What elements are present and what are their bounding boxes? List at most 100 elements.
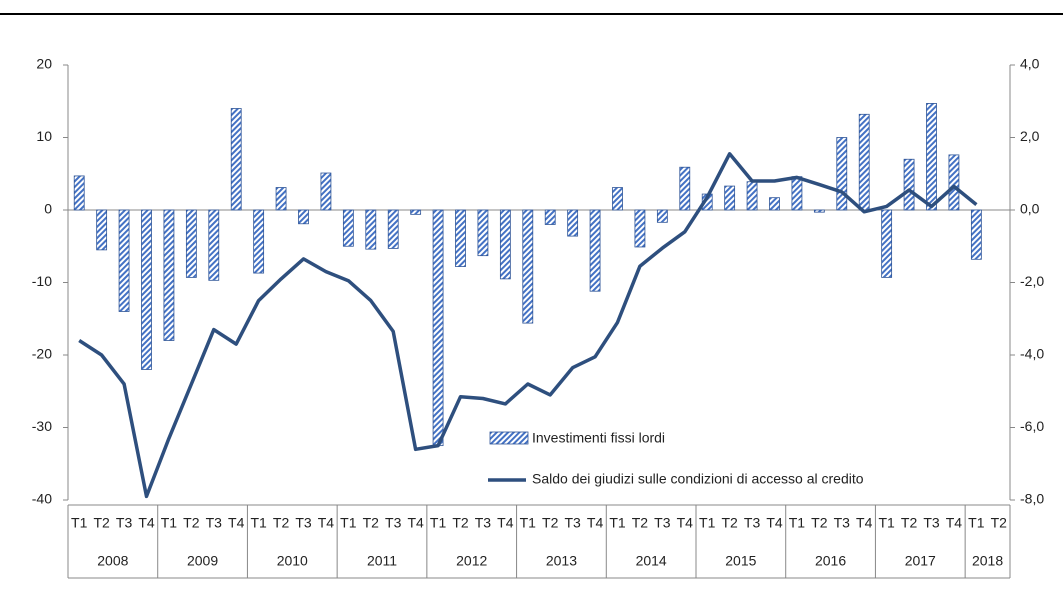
- x-tick-label: T4: [318, 515, 335, 531]
- bar: [499, 209, 511, 280]
- bar: [185, 209, 197, 278]
- bar: [656, 209, 668, 223]
- x-tick-label: T4: [407, 515, 424, 531]
- x-tick-label: T2: [273, 515, 290, 531]
- x-tick-label: T4: [766, 515, 783, 531]
- y2-tick-label: 4,0: [1020, 56, 1040, 72]
- bar: [298, 209, 309, 225]
- bar: [746, 181, 758, 211]
- x-tick-label: T3: [295, 515, 312, 531]
- bar: [118, 209, 130, 312]
- y-tick-label: -30: [32, 418, 52, 434]
- bar: [432, 209, 444, 447]
- x-tick-label: T2: [93, 515, 110, 531]
- bar: [163, 209, 175, 341]
- x-tick-label: T4: [138, 515, 155, 531]
- bar: [365, 209, 377, 250]
- legend-swatch: [489, 431, 529, 445]
- bar: [634, 209, 646, 248]
- y-tick-label: -40: [32, 491, 52, 507]
- x-tick-label: T1: [699, 515, 716, 531]
- x-tick-label: T3: [834, 515, 851, 531]
- x-tick-label: T4: [497, 515, 514, 531]
- bar: [275, 187, 287, 211]
- bar: [791, 176, 803, 211]
- bar: [836, 137, 848, 211]
- legend-box: [482, 420, 992, 498]
- year-label: 2017: [905, 553, 936, 569]
- legend-label: Saldo dei giudizi sulle condizioni di ac…: [532, 471, 864, 487]
- year-label: 2010: [277, 553, 308, 569]
- x-tick-label: T1: [968, 515, 985, 531]
- x-tick-label: T1: [609, 515, 626, 531]
- bar: [903, 158, 915, 211]
- legend-label: Investimenti fissi lordi: [532, 430, 665, 446]
- y2-tick-label: -4,0: [1020, 346, 1044, 362]
- bar: [477, 209, 489, 257]
- bar: [96, 209, 108, 251]
- x-tick-label: T1: [161, 515, 178, 531]
- bar: [320, 172, 332, 211]
- year-label: 2012: [456, 553, 487, 569]
- x-tick-label: T1: [71, 515, 88, 531]
- x-tick-label: T3: [744, 515, 761, 531]
- bar: [970, 209, 982, 260]
- x-tick-label: T3: [206, 515, 223, 531]
- x-tick-label: T3: [564, 515, 581, 531]
- x-tick-label: T3: [654, 515, 671, 531]
- bar: [926, 103, 937, 211]
- bar: [230, 108, 242, 211]
- bar: [73, 175, 85, 211]
- year-label: 2013: [546, 553, 577, 569]
- x-tick-label: T1: [789, 515, 806, 531]
- bar: [141, 209, 152, 370]
- x-tick-label: T4: [946, 515, 963, 531]
- x-tick-label: T2: [901, 515, 918, 531]
- bar: [724, 185, 736, 211]
- y2-tick-label: 0,0: [1020, 201, 1040, 217]
- bar: [522, 209, 534, 324]
- x-tick-label: T1: [878, 515, 895, 531]
- y2-tick-label: -6,0: [1020, 418, 1044, 434]
- y-tick-label: -10: [32, 273, 52, 289]
- x-tick-label: T1: [520, 515, 537, 531]
- x-tick-label: T4: [856, 515, 873, 531]
- bar: [208, 209, 220, 281]
- bar: [253, 209, 265, 274]
- bar: [881, 209, 893, 278]
- x-tick-label: T4: [677, 515, 694, 531]
- x-tick-label: T2: [542, 515, 559, 531]
- bar: [612, 187, 623, 211]
- bar: [410, 209, 422, 215]
- y-tick-label: -20: [32, 346, 52, 362]
- x-tick-label: T3: [385, 515, 402, 531]
- bar: [813, 209, 825, 213]
- year-label: 2008: [97, 553, 128, 569]
- y-tick-label: 20: [36, 56, 52, 72]
- bar: [589, 209, 601, 292]
- x-tick-label: T2: [452, 515, 469, 531]
- year-label: 2015: [725, 553, 756, 569]
- bar: [858, 113, 870, 211]
- x-tick-label: T2: [632, 515, 649, 531]
- x-tick-label: T4: [228, 515, 245, 531]
- bar: [948, 154, 960, 211]
- year-label: 2016: [815, 553, 846, 569]
- bar: [769, 197, 780, 211]
- y2-tick-label: 2,0: [1020, 128, 1040, 144]
- bar: [679, 166, 691, 211]
- x-tick-label: T2: [721, 515, 738, 531]
- x-tick-label: T1: [250, 515, 267, 531]
- x-tick-label: T1: [430, 515, 447, 531]
- x-tick-label: T3: [116, 515, 133, 531]
- y-tick-label: 10: [36, 128, 52, 144]
- x-tick-label: T2: [811, 515, 828, 531]
- y-tick-label: 0: [44, 201, 52, 217]
- x-tick-label: T4: [587, 515, 604, 531]
- y2-tick-label: -8,0: [1020, 491, 1044, 507]
- bar: [455, 209, 466, 267]
- x-tick-label: T3: [475, 515, 492, 531]
- year-label: 2018: [972, 553, 1003, 569]
- x-tick-label: T3: [923, 515, 940, 531]
